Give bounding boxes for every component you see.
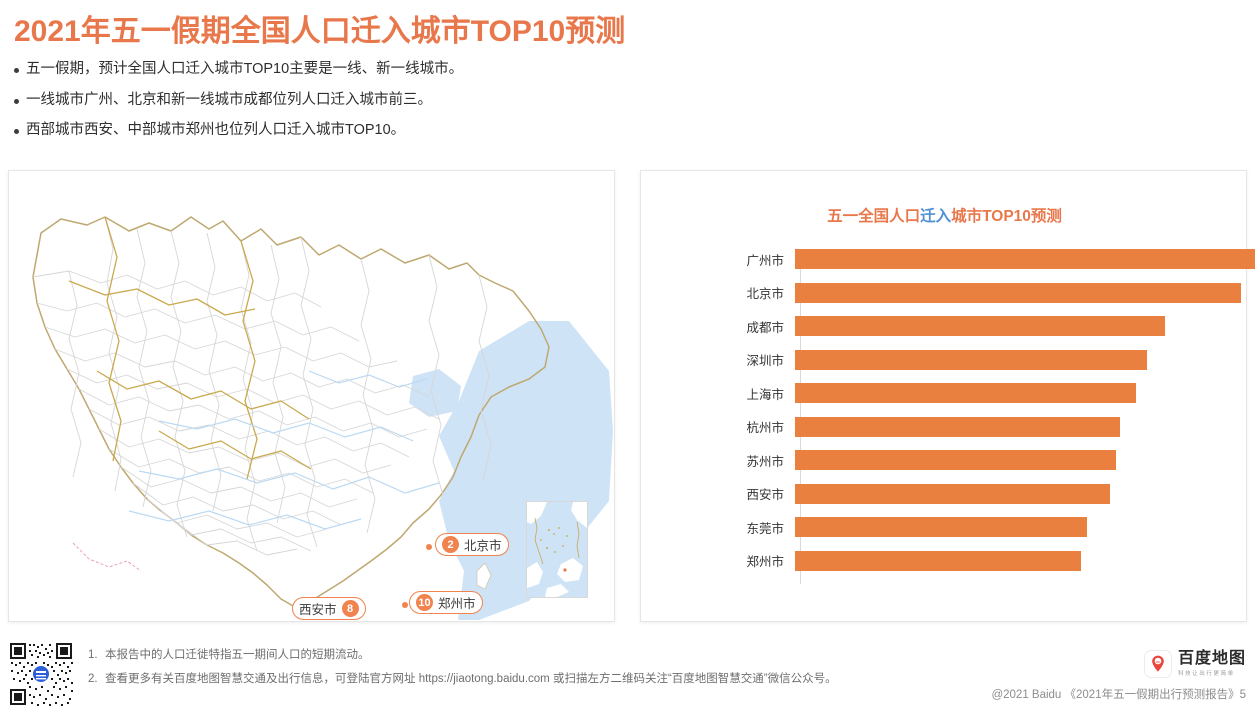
note-number: 1. — [88, 649, 98, 661]
chart-bar[interactable] — [795, 517, 1087, 537]
chart-title: 五一全国人口迁入城市TOP10预测 — [641, 204, 1248, 226]
chart-bar-row: 广州市 — [691, 249, 1255, 269]
chart-bar[interactable] — [795, 550, 1081, 571]
map-marker-beijing[interactable]: 2 北京市 — [435, 533, 509, 556]
chart-bar-row: 成都市 — [691, 316, 1165, 336]
chart-bar[interactable] — [795, 383, 1136, 403]
marker-rank-badge: 8 — [341, 600, 359, 617]
chart-category-label: 上海市 — [746, 387, 784, 402]
brand-text-block: 百度地图 科技让出行更简单 — [1177, 649, 1246, 678]
chart-category-label: 西安市 — [746, 488, 784, 502]
bullet-text: 西部城市西安、中部城市郑州也位列人口迁入城市TOP10。 — [26, 122, 406, 139]
city-dot — [426, 544, 432, 550]
bullet-dot-icon — [14, 98, 19, 104]
chart-bar[interactable] — [795, 249, 1255, 269]
chart-category-label: 成都市 — [746, 320, 784, 335]
list-item: 一线城市广州、北京和新一线城市成都位列人口迁入城市前三。 — [14, 91, 794, 111]
brand-name: 百度地图 — [1177, 649, 1246, 667]
note-number: 2. — [88, 672, 98, 685]
chart-bar-row: 西安市 — [691, 483, 1110, 504]
bullet-list: 五一假期，预计全国人口迁入城市TOP10主要是一线、新一线城市。 一线城市广州、… — [14, 60, 794, 152]
chart-bar-row: 郑州市 — [691, 550, 1081, 571]
page-title: 2021年五一假期全国人口迁入城市TOP10预测 — [14, 15, 626, 48]
map-marker-xian[interactable]: 西安市 8 — [292, 597, 366, 620]
copyright-text: @2021 Baidu 《2021年五一假期出行预测报告》5 — [991, 689, 1246, 701]
bullet-text: 五一假期，预计全国人口迁入城市TOP10主要是一线、新一线城市。 — [26, 61, 464, 77]
list-item: 五一假期，预计全国人口迁入城市TOP10主要是一线、新一线城市。 — [14, 60, 794, 80]
china-map — [9, 171, 614, 621]
chart-title-part-2: 迁入 — [920, 208, 952, 225]
chart-bar-row: 深圳市 — [691, 349, 1147, 370]
chart-category-label: 苏州市 — [746, 454, 784, 469]
bullet-text: 一线城市广州、北京和新一线城市成都位列人口迁入城市前三。 — [26, 91, 432, 108]
chart-title-part-3: 城市TOP10预测 — [951, 208, 1062, 225]
marker-label: 西安市 — [299, 603, 337, 617]
footer-notes: 1. 本报告中的人口迁徙特指五一期间人口的短期流动。 2. 查看更多有关百度地图… — [88, 648, 918, 696]
chart-bar[interactable] — [795, 349, 1147, 370]
map-marker-zhengzhou[interactable]: 10 郑州市 — [409, 591, 483, 614]
note-item: 1. 本报告中的人口迁徙特指五一期间人口的短期流动。 — [88, 648, 918, 663]
bullet-dot-icon — [14, 129, 19, 135]
city-dot — [402, 602, 408, 608]
chart-bar-row: 东莞市 — [691, 517, 1087, 537]
chart-category-label: 郑州市 — [746, 555, 784, 569]
note-text: 本报告中的人口迁徙特指五一期间人口的短期流动。 — [105, 649, 370, 661]
chart-bar[interactable] — [795, 483, 1110, 504]
chart-title-part-1: 五一全国人口 — [827, 208, 921, 225]
chart-panel[interactable]: 五一全国人口迁入城市TOP10预测 广州市北京市成都市深圳市上海市杭州市苏州市西… — [640, 170, 1255, 622]
map-pin-icon: du — [1143, 650, 1172, 678]
qr-code[interactable] — [8, 641, 74, 707]
marker-rank-badge: 2 — [442, 536, 459, 553]
chart-category-label: 广州市 — [746, 253, 784, 268]
chart-bar[interactable] — [795, 316, 1165, 336]
note-text: 查看更多有关百度地图智慧交通及出行信息，可登陆官方网址 https://jiao… — [105, 672, 837, 685]
chart-category-label: 东莞市 — [746, 521, 784, 536]
chart-category-label: 杭州市 — [746, 421, 784, 435]
chart-category-label: 北京市 — [746, 287, 784, 301]
marker-label: 郑州市 — [438, 597, 476, 611]
svg-text:du: du — [1156, 659, 1160, 664]
map-panel[interactable]: 广州市 1 2 北京市 成都市 3 4 深圳市 5 上海市 杭州市 6 苏州市 … — [8, 170, 615, 622]
chart-bar-row: 杭州市 — [691, 416, 1120, 437]
marker-label: 北京市 — [464, 539, 502, 553]
chart-category-label: 深圳市 — [746, 354, 784, 368]
bar-chart-plot: 广州市北京市成都市深圳市上海市杭州市苏州市西安市东莞市郑州市 — [691, 249, 1255, 589]
south-china-sea-inset — [526, 501, 588, 598]
list-item: 西部城市西安、中部城市郑州也位列人口迁入城市TOP10。 — [14, 121, 794, 141]
chart-bar[interactable] — [795, 416, 1120, 437]
brand-tagline: 科技让出行更简单 — [1177, 671, 1235, 678]
bullet-dot-icon — [14, 68, 19, 73]
chart-bar-row: 北京市 — [691, 282, 1241, 303]
baidu-maps-logo: du 百度地图 科技让出行更简单 — [1143, 649, 1246, 678]
marker-rank-badge: 10 — [416, 594, 433, 611]
chart-bar-row: 苏州市 — [691, 450, 1116, 470]
note-item: 2. 查看更多有关百度地图智慧交通及出行信息，可登陆官方网址 https://j… — [88, 672, 918, 687]
chart-bar-row: 上海市 — [691, 383, 1136, 403]
chart-bar[interactable] — [795, 282, 1241, 303]
chart-bar[interactable] — [795, 450, 1116, 470]
